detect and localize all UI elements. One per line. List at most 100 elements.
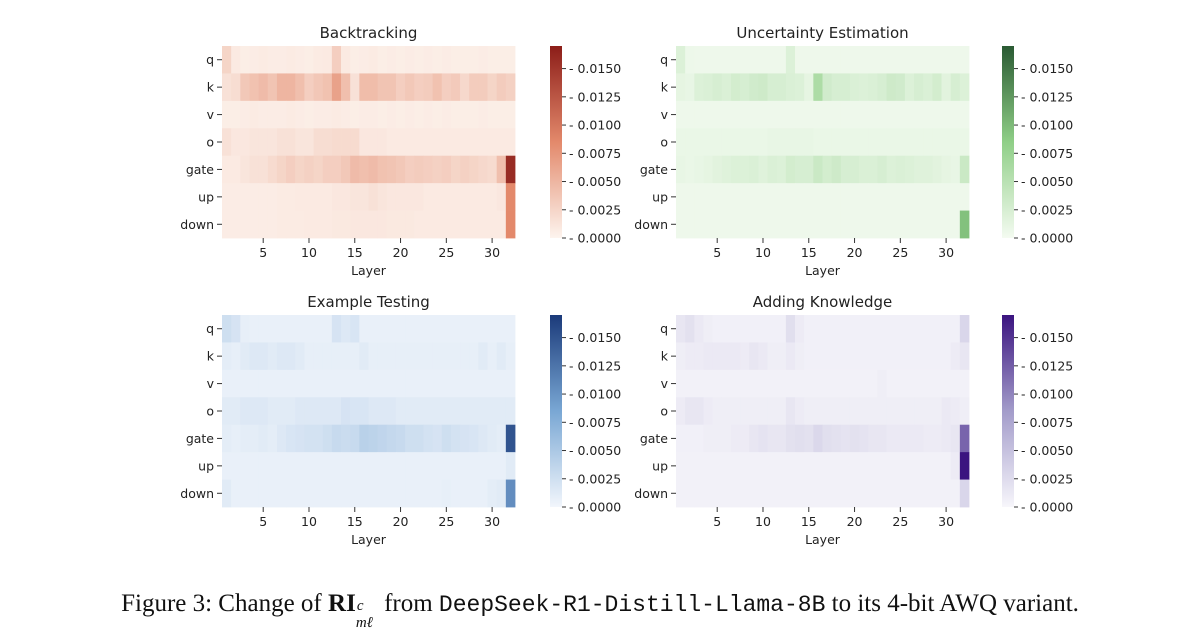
heatmap-cell [231, 397, 241, 426]
heatmap-cell [231, 369, 241, 398]
colorbar-tick-label: - 0.0025 [569, 202, 621, 217]
heatmap-cell [341, 46, 351, 74]
x-tick-label: 30 [484, 514, 500, 529]
heatmap-cell [276, 342, 287, 371]
heatmap-cell [923, 479, 933, 508]
heatmap-cell [441, 342, 452, 371]
heatmap-cell [441, 183, 452, 211]
heatmap-cell [286, 128, 296, 157]
heatmap-cell [240, 369, 250, 398]
heatmap-cell [676, 452, 686, 480]
heatmap-cell [368, 46, 379, 74]
heatmap-cell [776, 479, 787, 508]
heatmap-cell [859, 424, 869, 453]
heatmap-cell [859, 46, 869, 74]
heatmap-cell [222, 128, 232, 157]
heatmap-cell [496, 397, 507, 426]
heatmap-cell [478, 479, 488, 508]
heatmap-cell [676, 369, 686, 398]
heatmap-cell [822, 315, 833, 343]
heatmap-cell [322, 479, 333, 508]
heatmap-cell [432, 397, 443, 426]
heatmap-cell [941, 479, 952, 508]
heatmap-cell [295, 73, 305, 102]
heatmap-cell [740, 73, 750, 102]
heatmap-cell [240, 452, 250, 480]
heatmap-cell [868, 155, 878, 184]
heatmap-cell [423, 46, 433, 74]
heatmap-cell [959, 315, 970, 343]
heatmap-cell [249, 210, 260, 239]
heatmap-cell [267, 479, 278, 508]
heatmap-cell [469, 155, 479, 184]
heatmap-cell [441, 397, 452, 426]
heatmap-cell [877, 452, 887, 480]
heatmap-cell [341, 369, 351, 398]
heatmap-cell [822, 479, 833, 508]
heatmap-cell [804, 128, 814, 157]
caption-suffix: to its 4-bit AWQ variant. [831, 590, 1079, 617]
heatmap-cell [505, 479, 516, 508]
heatmap-cell [276, 100, 287, 129]
heatmap-cell [767, 397, 778, 426]
heatmap-cell [923, 397, 933, 426]
heatmap-cell [478, 46, 488, 74]
heatmap-cell [904, 397, 915, 426]
heatmap-cell [886, 315, 897, 343]
heatmap-cell [840, 46, 851, 74]
heatmap-cell [831, 315, 842, 343]
heatmap-cell [795, 210, 805, 239]
heatmap-cell [231, 100, 241, 129]
heatmap-cell [822, 452, 833, 480]
heatmap-cell [395, 73, 406, 102]
heatmap-cell [386, 155, 397, 184]
heatmap-cell [712, 183, 723, 211]
heatmap-cell [904, 369, 915, 398]
heatmap-cell [276, 155, 287, 184]
x-tick-label: 10 [755, 514, 771, 529]
heatmap-cell [758, 397, 768, 426]
heatmap-cell [831, 369, 842, 398]
heatmap-cell [414, 452, 424, 480]
heatmap-cell [776, 315, 787, 343]
heatmap-cell [932, 397, 942, 426]
heatmap-cell [703, 183, 714, 211]
x-tick-label: 25 [892, 245, 908, 260]
heatmap-cell [286, 452, 296, 480]
heatmap-cell [405, 210, 415, 239]
heatmap-cell [877, 397, 887, 426]
heatmap-cell [950, 424, 961, 453]
heatmap-cell [914, 210, 924, 239]
heatmap-cell [304, 183, 314, 211]
heatmap-cell [932, 183, 942, 211]
heatmap-cell [859, 155, 869, 184]
heatmap-cell [450, 183, 461, 211]
heatmap-cell [350, 46, 360, 74]
colorbar-tick-label: - 0.0100 [569, 387, 621, 402]
heatmap-cell [322, 100, 333, 129]
heatmap-cell [904, 155, 915, 184]
heatmap-cell [313, 479, 324, 508]
heatmap-cell [478, 100, 488, 129]
heatmap-cell [703, 128, 714, 157]
heatmap-cell [914, 315, 924, 343]
heatmap-cell [749, 210, 759, 239]
heatmap-cell [359, 369, 369, 398]
heatmap-cell [231, 479, 241, 508]
heatmap-cell [785, 342, 796, 371]
heatmap-cell [222, 46, 232, 74]
heatmap-cell [776, 342, 787, 371]
heatmap-cell [240, 128, 250, 157]
heatmap-cell [950, 315, 961, 343]
heatmap-cell [386, 452, 397, 480]
heatmap-cell [267, 183, 278, 211]
heatmap-cell [359, 315, 369, 343]
heatmap-cell [932, 369, 942, 398]
heatmap-cell [460, 73, 470, 102]
y-tick-label: k [207, 80, 215, 95]
heatmap-cell [460, 100, 470, 129]
heatmap-cell [450, 369, 461, 398]
heatmap-cell [222, 369, 232, 398]
heatmap-cell [395, 369, 406, 398]
heatmap-cell [276, 128, 287, 157]
